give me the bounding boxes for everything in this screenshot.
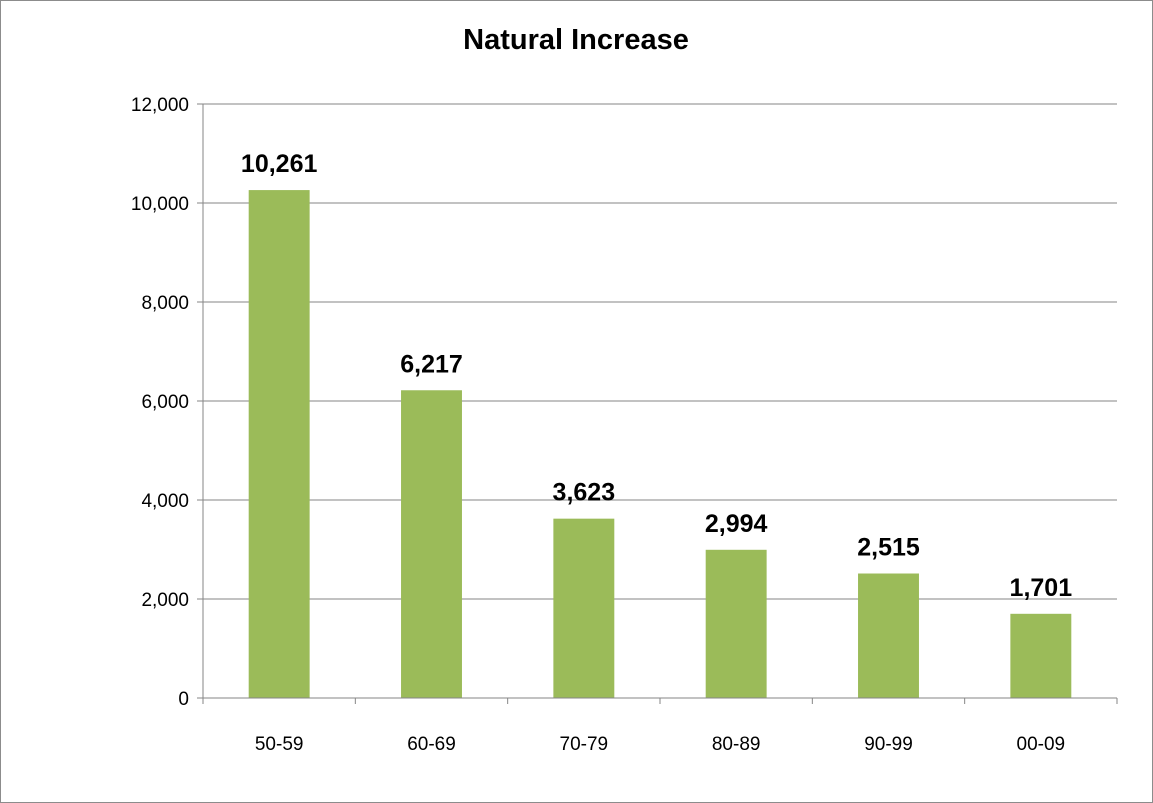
bar (858, 573, 919, 698)
data-label: 2,515 (857, 534, 920, 562)
bar (553, 518, 615, 698)
gridlines (197, 103, 1117, 699)
data-label: 1,701 (1010, 574, 1073, 602)
data-labels: 10,261 6,217 3,623 2,994 2,515 1,701 (241, 150, 1072, 602)
bars (248, 190, 1072, 698)
y-tick-label: 10,000 (131, 194, 189, 215)
y-tick-label: 0 (178, 689, 189, 710)
x-tick-label: 90-99 (864, 734, 913, 755)
data-label: 2,994 (705, 510, 768, 538)
y-tick-label: 12,000 (131, 95, 189, 116)
bar (1010, 613, 1072, 698)
y-tick-label: 6,000 (141, 392, 189, 413)
bar (705, 549, 767, 698)
y-tick-label: 8,000 (141, 293, 189, 314)
bar (401, 390, 462, 698)
x-axis-labels: 50-59 60-69 70-79 80-89 90-99 00-09 (255, 734, 1065, 755)
y-tick-label: 4,000 (141, 491, 189, 512)
x-tick-label: 50-59 (255, 734, 304, 755)
data-label: 3,623 (553, 479, 616, 507)
data-label: 10,261 (241, 150, 318, 178)
x-tick-label: 00-09 (1017, 734, 1066, 755)
chart-title: Natural Increase (463, 24, 689, 56)
x-tick-label: 70-79 (560, 734, 609, 755)
y-axis-labels: 0 2,000 4,000 6,000 8,000 10,000 12,000 (131, 95, 189, 710)
x-tick-label: 60-69 (407, 734, 456, 755)
bar (248, 190, 310, 698)
x-tick-label: 80-89 (712, 734, 761, 755)
y-tick-label: 2,000 (141, 590, 189, 611)
data-label: 6,217 (400, 350, 463, 378)
axes (202, 104, 1118, 704)
